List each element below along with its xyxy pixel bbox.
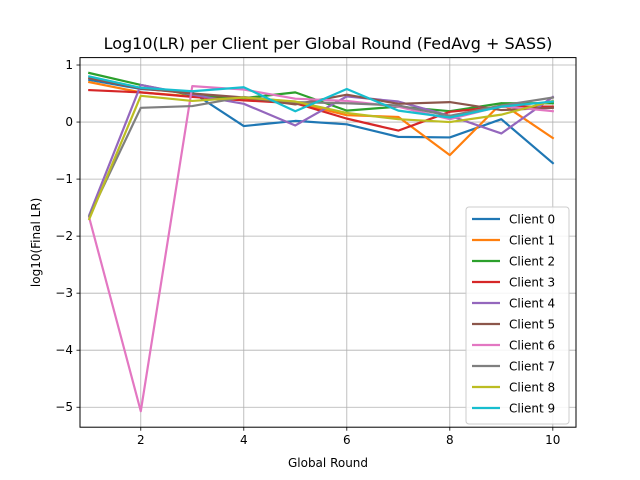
y-tick-label: −3 [55,286,73,300]
y-tick-label: −4 [55,343,73,357]
legend-label: Client 3 [509,276,555,290]
plot-frame [79,57,577,428]
series-line-client-4 [87,83,555,217]
x-tick-label: 4 [240,433,248,447]
legend-label: Client 2 [509,255,555,269]
legend-label: Client 7 [509,360,555,374]
legend-label: Client 1 [509,234,555,248]
y-tick-label: 0 [65,115,73,129]
series-line-client-9 [87,75,555,119]
y-axis-ticks: 1 0 −1 −2 −3 −4 −5 [55,58,80,414]
x-tick-label: 6 [343,433,351,447]
legend-label: Client 4 [509,297,555,311]
legend-label: Client 6 [509,339,555,353]
y-axis-label: log10(Final LR) [29,198,43,287]
x-axis-label: Global Round [288,456,368,470]
x-tick-label: 2 [137,433,145,447]
y-tick-label: −1 [55,172,73,186]
series-line-client-7 [87,95,555,218]
y-tick-label: 1 [65,58,73,72]
y-tick-label: −2 [55,229,73,243]
y-tick-label: −5 [55,400,73,414]
series-line-client-8 [87,94,555,221]
legend-label: Client 8 [509,381,555,395]
legend-label: Client 9 [509,402,555,416]
x-axis-ticks: 2 4 6 8 10 [137,427,560,447]
legend-label: Client 0 [509,213,555,227]
series-lines [87,71,555,413]
chart-title: Log10(LR) per Client per Global Round (F… [104,34,553,53]
x-tick-label: 8 [446,433,454,447]
legend-label: Client 5 [509,318,555,332]
series-line-client-2 [87,71,554,113]
x-tick-label: 10 [545,433,560,447]
legend: Client 0 Client 1 Client 2 Client 3 Client 4… [465,206,570,425]
